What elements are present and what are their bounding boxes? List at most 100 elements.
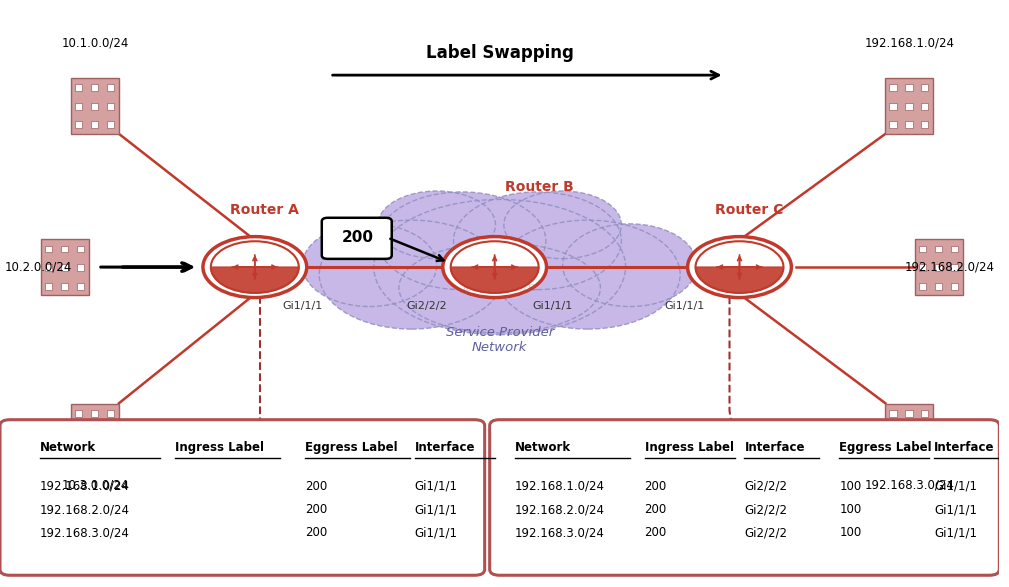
FancyBboxPatch shape <box>905 447 912 454</box>
FancyBboxPatch shape <box>921 410 928 417</box>
Circle shape <box>687 237 791 298</box>
FancyBboxPatch shape <box>61 283 68 289</box>
FancyBboxPatch shape <box>889 122 897 128</box>
FancyBboxPatch shape <box>919 283 926 289</box>
Circle shape <box>695 241 783 293</box>
FancyBboxPatch shape <box>935 246 942 252</box>
FancyBboxPatch shape <box>107 429 114 436</box>
FancyBboxPatch shape <box>951 264 959 271</box>
Text: Gi1/1/1: Gi1/1/1 <box>664 301 704 311</box>
Text: Gi2/2/2: Gi2/2/2 <box>745 527 787 539</box>
FancyBboxPatch shape <box>107 410 114 417</box>
Text: 100: 100 <box>839 503 862 516</box>
Text: 192.168.3.0/24: 192.168.3.0/24 <box>515 527 604 539</box>
Text: Label Swapping: Label Swapping <box>426 43 573 62</box>
Text: Gi2/2/2: Gi2/2/2 <box>745 480 787 492</box>
Text: Gi1/1/1: Gi1/1/1 <box>415 527 458 539</box>
Text: Eggress Label: Eggress Label <box>305 441 398 454</box>
FancyBboxPatch shape <box>107 85 114 91</box>
Text: 192.168.2.0/24: 192.168.2.0/24 <box>904 261 994 274</box>
Text: 200: 200 <box>342 230 373 245</box>
Text: 192.168.1.0/24: 192.168.1.0/24 <box>865 37 955 50</box>
FancyBboxPatch shape <box>75 447 82 454</box>
Ellipse shape <box>399 242 600 333</box>
FancyBboxPatch shape <box>91 429 98 436</box>
Text: ipcisco.com: ipcisco.com <box>463 281 537 294</box>
Text: Gi1/1/1: Gi1/1/1 <box>283 301 323 311</box>
Text: 200: 200 <box>305 527 327 539</box>
FancyBboxPatch shape <box>44 246 52 252</box>
Ellipse shape <box>378 191 495 259</box>
FancyBboxPatch shape <box>489 420 999 575</box>
Text: Gi1/1/1: Gi1/1/1 <box>415 503 458 516</box>
FancyBboxPatch shape <box>905 429 912 436</box>
Text: Gi1/1/1: Gi1/1/1 <box>533 301 573 311</box>
FancyBboxPatch shape <box>75 122 82 128</box>
Ellipse shape <box>563 224 697 306</box>
FancyBboxPatch shape <box>75 103 82 110</box>
Polygon shape <box>451 267 539 293</box>
Text: 200: 200 <box>645 527 667 539</box>
Text: Network: Network <box>515 441 571 454</box>
Text: Gi2/2/2: Gi2/2/2 <box>745 503 787 516</box>
Text: 100: 100 <box>839 527 862 539</box>
FancyBboxPatch shape <box>889 429 897 436</box>
FancyBboxPatch shape <box>921 447 928 454</box>
FancyBboxPatch shape <box>91 447 98 454</box>
Text: Eggress Label: Eggress Label <box>839 441 932 454</box>
Text: 100: 100 <box>839 480 862 492</box>
Text: 200: 200 <box>305 480 327 492</box>
FancyBboxPatch shape <box>61 264 68 271</box>
Circle shape <box>203 237 307 298</box>
FancyBboxPatch shape <box>91 103 98 110</box>
Text: 192.168.2.0/24: 192.168.2.0/24 <box>40 503 130 516</box>
Ellipse shape <box>453 192 622 289</box>
FancyBboxPatch shape <box>935 283 942 289</box>
FancyBboxPatch shape <box>921 103 928 110</box>
FancyBboxPatch shape <box>935 264 942 271</box>
FancyBboxPatch shape <box>905 103 912 110</box>
FancyBboxPatch shape <box>921 85 928 91</box>
Text: Gi1/1/1: Gi1/1/1 <box>415 480 458 492</box>
Text: 192.168.3.0/24: 192.168.3.0/24 <box>40 527 130 539</box>
Text: 200: 200 <box>645 503 667 516</box>
FancyBboxPatch shape <box>91 122 98 128</box>
FancyBboxPatch shape <box>905 410 912 417</box>
Text: 192.168.1.0/24: 192.168.1.0/24 <box>40 480 130 492</box>
Ellipse shape <box>319 220 503 329</box>
FancyBboxPatch shape <box>921 122 928 128</box>
FancyBboxPatch shape <box>921 429 928 436</box>
Text: Ingress Label: Ingress Label <box>645 441 734 454</box>
FancyBboxPatch shape <box>107 122 114 128</box>
Circle shape <box>211 241 299 293</box>
FancyBboxPatch shape <box>91 410 98 417</box>
FancyBboxPatch shape <box>44 264 52 271</box>
FancyBboxPatch shape <box>322 218 391 259</box>
Text: 200: 200 <box>305 503 327 516</box>
Text: Interface: Interface <box>415 441 475 454</box>
Text: Router A: Router A <box>230 203 300 217</box>
Text: Service Provider
Network: Service Provider Network <box>446 326 554 355</box>
FancyBboxPatch shape <box>905 85 912 91</box>
Circle shape <box>451 241 539 293</box>
FancyBboxPatch shape <box>75 410 82 417</box>
Text: Gi1/1/1: Gi1/1/1 <box>934 527 978 539</box>
Ellipse shape <box>503 191 622 259</box>
Text: Gi1/1/1: Gi1/1/1 <box>934 503 978 516</box>
Ellipse shape <box>378 192 546 289</box>
Text: 192.168.1.0/24: 192.168.1.0/24 <box>515 480 604 492</box>
FancyBboxPatch shape <box>75 429 82 436</box>
FancyBboxPatch shape <box>919 246 926 252</box>
FancyBboxPatch shape <box>905 122 912 128</box>
FancyBboxPatch shape <box>71 404 119 459</box>
FancyBboxPatch shape <box>91 85 98 91</box>
FancyBboxPatch shape <box>41 239 89 295</box>
FancyBboxPatch shape <box>77 246 84 252</box>
Text: 192.168.3.0/24: 192.168.3.0/24 <box>865 478 955 491</box>
FancyBboxPatch shape <box>951 283 959 289</box>
FancyBboxPatch shape <box>44 283 52 289</box>
FancyBboxPatch shape <box>75 85 82 91</box>
Ellipse shape <box>373 200 626 335</box>
Text: Gi1/1/1: Gi1/1/1 <box>934 480 978 492</box>
FancyBboxPatch shape <box>107 103 114 110</box>
